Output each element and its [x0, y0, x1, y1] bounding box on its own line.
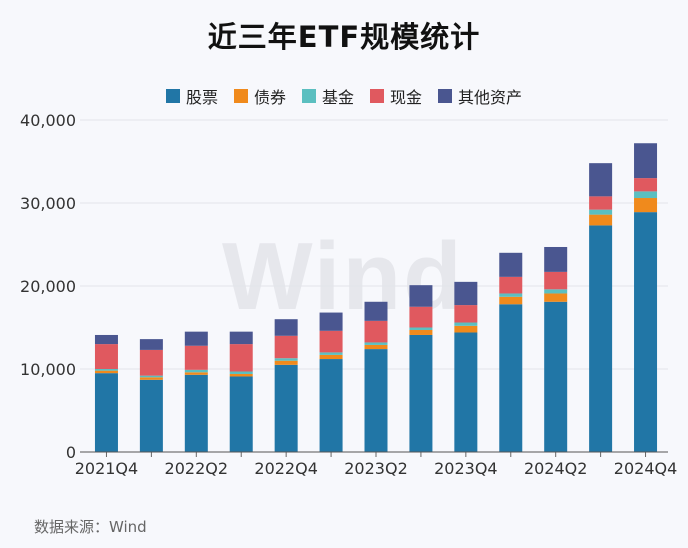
bar-segment	[319, 352, 343, 355]
legend-item-stock: 股票	[165, 84, 218, 108]
legend-swatch-cash	[370, 89, 384, 103]
legend-item-other: 其他资产	[438, 84, 522, 108]
bar-segment	[544, 271, 568, 290]
y-tick-label: 10,000	[20, 360, 76, 379]
source-note: 数据来源：Wind	[34, 518, 147, 536]
bar-segment	[94, 373, 118, 452]
y-tick-label: 20,000	[20, 277, 76, 296]
bar-segment	[139, 375, 163, 378]
bar-segment	[409, 306, 433, 328]
x-tick-label: 2023Q4	[434, 459, 498, 478]
legend-item-bond: 债券	[233, 84, 286, 108]
bar-segment	[229, 331, 253, 345]
bar-segment	[229, 344, 253, 372]
bar-segment	[499, 276, 523, 294]
bar-segment	[544, 289, 568, 294]
x-tick-label: 2022Q2	[165, 459, 229, 478]
bar-segment	[454, 332, 478, 452]
bar-segment	[364, 320, 388, 343]
bar-stacks	[94, 143, 658, 452]
bar-segment	[229, 373, 253, 377]
legend-label-cash: 现金	[390, 88, 423, 107]
legend: 股票 债券 基金 现金 其他资产	[0, 84, 688, 108]
bar-segment	[364, 349, 388, 452]
x-tick-label: 2021Q4	[75, 459, 139, 478]
bar-segment	[454, 305, 478, 323]
legend-label-other: 其他资产	[458, 88, 523, 107]
bar-segment	[94, 334, 118, 345]
bar-segment	[634, 191, 658, 199]
legend-label-bond: 债券	[253, 88, 286, 107]
bar-segment	[229, 376, 253, 452]
bar-segment	[454, 325, 478, 333]
bar-segment	[544, 246, 568, 272]
bar-segment	[184, 369, 208, 373]
bar-segment	[589, 214, 613, 226]
legend-swatch-stock	[165, 89, 180, 103]
bar-segment	[139, 377, 163, 380]
axes: 0 10,000 20,000 30,000 40,000 2021Q4 2022Q2 202…	[20, 111, 677, 478]
bar-segment	[454, 322, 478, 326]
legend-item-cash: 现金	[370, 84, 422, 108]
bar-segment	[274, 364, 298, 452]
bar-segment	[184, 372, 208, 375]
bar-segment	[274, 335, 298, 359]
bar-segment	[94, 369, 118, 371]
bar-segment	[364, 301, 388, 321]
bar-segment	[589, 163, 613, 197]
x-tick-label: 2024Q2	[524, 459, 588, 478]
y-tick-label: 30,000	[20, 194, 76, 213]
bar-segment	[139, 349, 163, 376]
bar-segment	[589, 209, 613, 215]
bar-segment	[274, 358, 298, 361]
x-tick-label: 2022Q4	[254, 459, 318, 478]
bar-segment	[319, 359, 343, 452]
bar-segment	[589, 225, 613, 452]
bar-segment	[454, 281, 478, 306]
bar-segment	[94, 344, 118, 369]
legend-item-fund: 基金	[301, 84, 354, 108]
bar-segment	[544, 293, 568, 302]
bar-segment	[319, 330, 343, 353]
chart-title: 近三年ETF规模统计	[207, 20, 481, 54]
bar-segment	[184, 345, 208, 370]
y-tick-label: 0	[66, 443, 76, 462]
bar-segment	[139, 339, 163, 350]
bar-segment	[544, 301, 568, 452]
bar-segment	[499, 252, 523, 277]
bar-segment	[499, 296, 523, 305]
x-tick-label: 2024Q4	[614, 459, 678, 478]
bar-segment	[274, 360, 298, 365]
bar-segment	[409, 334, 433, 452]
bar-segment	[364, 342, 388, 345]
bar-segment	[634, 143, 658, 179]
bar-segment	[319, 312, 343, 331]
x-tick-label: 2023Q2	[344, 459, 408, 478]
legend-label-fund: 基金	[321, 88, 354, 107]
bar-segment	[409, 329, 433, 335]
bar-segment	[409, 285, 433, 307]
y-tick-label: 40,000	[20, 111, 76, 130]
legend-label-stock: 股票	[185, 88, 218, 107]
bar-segment	[634, 178, 658, 192]
bar-segment	[94, 370, 118, 374]
bar-segment	[184, 331, 208, 346]
bar-segment	[634, 198, 658, 213]
bar-segment	[499, 293, 523, 297]
bar-segment	[229, 371, 253, 374]
bar-segment	[139, 379, 163, 452]
bar-segment	[499, 304, 523, 452]
bar-segment	[274, 319, 298, 336]
legend-swatch-bond	[233, 89, 248, 103]
bar-segment	[634, 212, 658, 452]
bar-segment	[184, 374, 208, 452]
bar-segment	[319, 354, 343, 360]
bar-segment	[589, 196, 613, 210]
legend-swatch-fund	[301, 89, 316, 103]
bar-segment	[409, 327, 433, 330]
bar-segment	[364, 344, 388, 350]
legend-swatch-other	[438, 89, 453, 103]
